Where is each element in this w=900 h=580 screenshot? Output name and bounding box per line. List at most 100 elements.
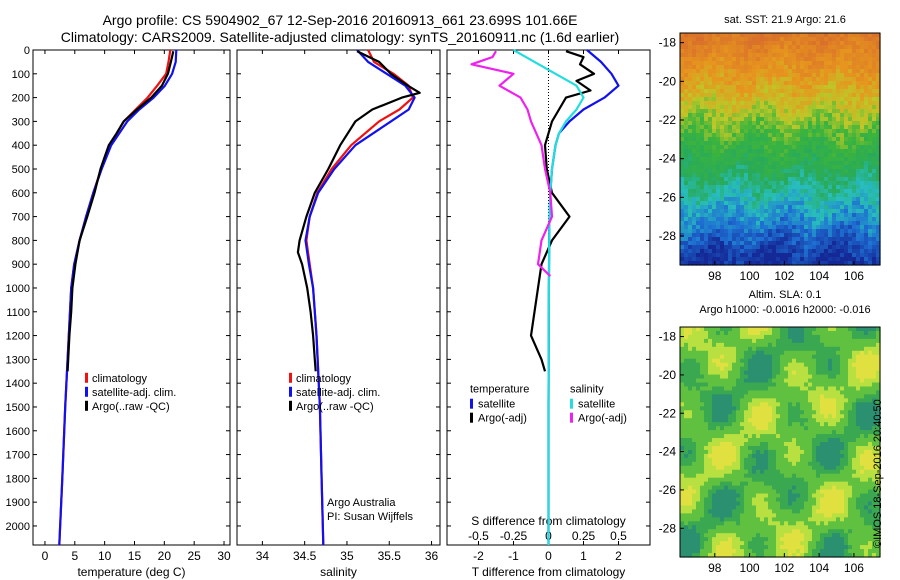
sst-pixel (776, 61, 781, 66)
salinity-legend-label: climatology (296, 373, 352, 385)
sst-pixel (792, 257, 797, 262)
sst-pixel (756, 101, 761, 106)
sst-pixel (680, 169, 685, 174)
sst-pixel (840, 225, 845, 230)
sla-pixel (728, 342, 733, 348)
sla-pixel (720, 394, 725, 399)
sst-pixel (748, 233, 753, 238)
sla-pixel (768, 374, 773, 380)
sst-pixel (696, 201, 701, 206)
sst-pixel (772, 217, 777, 222)
sst-pixel (704, 261, 709, 266)
sst-pixel (728, 77, 733, 82)
sst-pixel (856, 33, 861, 38)
sst-pixel (756, 193, 761, 198)
sst-pixel (756, 185, 761, 190)
sla-pixel (820, 442, 825, 447)
sst-pixel (812, 61, 817, 66)
sst-pixel (684, 173, 689, 178)
sla-pixel (748, 394, 753, 399)
sst-pixel (764, 181, 769, 186)
sst-pixel (712, 85, 717, 90)
sst-pixel (740, 201, 745, 206)
sst-pixel (700, 77, 705, 82)
sst-pixel (688, 49, 693, 54)
sst-pixel (832, 93, 837, 98)
sla-pixel (836, 410, 841, 415)
sst-pixel (864, 101, 869, 106)
sst-pixel (796, 249, 801, 254)
sst-pixel (696, 129, 701, 134)
sst-pixel (872, 173, 877, 178)
sst-pixel (812, 153, 817, 158)
sla-pixel (764, 394, 769, 399)
sst-pixel (784, 121, 789, 126)
sst-pixel (812, 145, 817, 150)
sla-pixel (680, 406, 685, 411)
sst-pixel (864, 245, 869, 250)
sst-pixel (732, 37, 737, 42)
sst-pixel (740, 93, 745, 98)
sla-pixel (692, 434, 697, 439)
sst-pixel (856, 61, 861, 66)
sla-pixel (844, 394, 849, 399)
sla-pixel (876, 366, 881, 372)
sla-pixel (764, 465, 769, 471)
sst-pixel (756, 261, 761, 266)
sst-pixel (740, 189, 745, 194)
sst-pixel (760, 113, 765, 118)
sla-pixel (768, 350, 773, 356)
sst-pixel (728, 37, 733, 42)
sla-pixel (772, 422, 777, 427)
sla-pixel (736, 374, 741, 380)
sst-pixel (736, 201, 741, 206)
sla-pixel (740, 406, 745, 411)
sla-pixel (752, 386, 757, 392)
sla-pixel (840, 338, 845, 344)
sst-pixel (740, 193, 745, 198)
sst-pixel (816, 141, 821, 146)
sst-pixel (744, 221, 749, 226)
sst-pixel (732, 117, 737, 122)
sla-pixel (680, 382, 685, 388)
sst-pixel (864, 97, 869, 102)
sla-pixel (700, 422, 705, 427)
sla-pixel (716, 366, 721, 372)
sla-pixel (796, 445, 801, 451)
sla-pixel (868, 414, 873, 419)
sla-pixel (736, 362, 741, 368)
sla-pixel (848, 382, 853, 388)
sla-pixel (868, 334, 873, 340)
sst-pixel (708, 49, 713, 54)
sst-pixel (752, 245, 757, 250)
sst-pixel (704, 193, 709, 198)
sst-pixel (788, 197, 793, 202)
sla-pixel (752, 422, 757, 427)
sla-pixel (776, 390, 781, 396)
sst-pixel (824, 85, 829, 90)
sla-pixel (724, 418, 729, 423)
sla-pixel (732, 414, 737, 419)
sst-pixel (720, 121, 725, 126)
sst-pixel (744, 181, 749, 186)
sst-pixel (708, 37, 713, 42)
sst-pixel (824, 41, 829, 46)
sst-pixel (796, 165, 801, 170)
sla-pixel (780, 418, 785, 423)
sst-pixel (792, 125, 797, 130)
sla-pixel (868, 418, 873, 423)
sst-pixel (700, 117, 705, 122)
sst-pixel (864, 73, 869, 78)
sla-pixel (740, 434, 745, 439)
sst-pixel (680, 193, 685, 198)
sst-pixel (816, 157, 821, 162)
sst-pixel (736, 197, 741, 202)
sst-pixel (844, 217, 849, 222)
sst-pixel (816, 217, 821, 222)
sla-pixel (772, 374, 777, 380)
sla-pixel (792, 346, 797, 352)
sst-pixel (780, 249, 785, 254)
sst-pixel (720, 245, 725, 250)
sst-pixel (744, 161, 749, 166)
sst-pixel (864, 181, 869, 186)
